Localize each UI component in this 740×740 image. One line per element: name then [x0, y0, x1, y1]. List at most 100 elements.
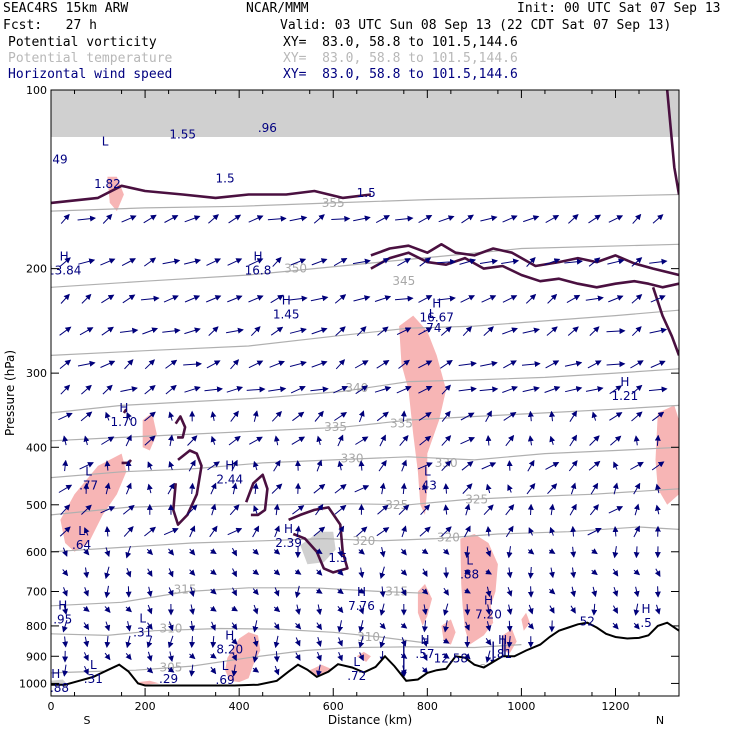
pv-contour: [51, 184, 372, 205]
wind-vector: [358, 604, 365, 615]
wind-vector: [77, 360, 96, 367]
wind-vector: [443, 548, 450, 555]
wind-vector: [421, 568, 428, 577]
extremum-label: H7.76: [348, 585, 375, 613]
wind-vector: [421, 620, 428, 633]
wind-vector: [313, 526, 326, 537]
extremum-letter: H: [620, 375, 629, 389]
extremum-label: H1.21: [612, 375, 639, 403]
wind-vector: [188, 459, 196, 472]
wind-vector: [485, 568, 492, 575]
wind-vector: [144, 359, 156, 370]
wind-vector: [418, 385, 433, 394]
wind-vector: [100, 360, 116, 368]
wind-vector: [269, 360, 285, 368]
wind-vector: [164, 215, 179, 223]
extremum-value: 1.70: [111, 415, 138, 429]
field-wind-name: Horizontal wind speed: [8, 67, 173, 82]
wind-vector: [335, 359, 346, 370]
wind-vector: [419, 526, 431, 537]
pv-shade-region: [51, 90, 679, 137]
theta-contour-310: [51, 627, 428, 644]
wind-vector: [104, 547, 111, 558]
y-tick-label: 900: [26, 650, 47, 663]
theta-label: 340: [345, 381, 368, 395]
wind-vector: [608, 215, 624, 223]
wind-vector: [335, 326, 346, 336]
wind-vector: [210, 588, 217, 595]
wind-vector: [252, 636, 259, 648]
wind-vector: [633, 622, 640, 630]
wind-vector: [630, 461, 644, 470]
wind-vector: [83, 587, 89, 597]
wind-vector: [333, 385, 349, 394]
extremum-letter: H: [432, 297, 441, 311]
wind-vector: [310, 386, 329, 393]
wind-vector: [501, 258, 520, 265]
wind-vector: [398, 504, 410, 515]
wind-vector: [104, 526, 111, 537]
wind-vector: [464, 569, 471, 576]
wind-vector: [544, 385, 561, 393]
wind-vector: [125, 652, 132, 661]
wind-vector: [377, 326, 389, 336]
wind-vector: [400, 622, 408, 629]
wind-vector: [612, 546, 619, 559]
wind-vector: [125, 545, 132, 559]
wind-vector: [464, 621, 470, 631]
wind-vector: [441, 410, 451, 422]
theta-label: 335: [390, 417, 413, 431]
wind-vector: [83, 527, 90, 536]
wind-vector: [273, 503, 280, 516]
wind-vector: [230, 410, 239, 422]
wind-vector: [480, 215, 498, 222]
wind-vector: [502, 215, 518, 223]
wind-vector: [168, 434, 174, 447]
wind-vector: [104, 621, 111, 632]
extremum-letter: H: [58, 599, 67, 613]
wind-vector: [144, 257, 157, 267]
forecast-hour: Fcst: 27 h: [3, 18, 97, 33]
wind-vector: [358, 410, 365, 423]
wind-vector: [606, 328, 626, 335]
theta-contour-350: [51, 243, 679, 288]
wind-vector: [606, 361, 626, 368]
wind-vector: [337, 434, 344, 447]
wind-vector: [188, 652, 196, 660]
wind-vector: [379, 586, 386, 598]
wind-vector: [420, 504, 431, 516]
wind-vector: [210, 411, 217, 422]
wind-vector: [121, 215, 137, 223]
wind-vector: [479, 386, 499, 393]
model-name: SEAC4RS 15km ARW: [3, 1, 129, 16]
wind-vector: [334, 483, 347, 494]
wind-vector: [331, 215, 351, 222]
wind-vector: [100, 258, 116, 266]
wind-vector: [458, 386, 477, 393]
wind-vector: [271, 410, 282, 422]
wind-vector: [633, 482, 641, 495]
extremum-label: H.57: [415, 633, 434, 661]
wind-vector: [314, 410, 324, 422]
wind-vector: [591, 411, 598, 421]
wind-vector: [395, 215, 414, 222]
wind-vector: [358, 460, 365, 471]
wind-vector: [354, 485, 370, 493]
wind-vector: [125, 568, 132, 578]
wind-vector: [585, 386, 604, 393]
extremum-label: 1.82: [94, 177, 121, 191]
wind-vector: [654, 568, 661, 577]
wind-vector: [507, 484, 513, 493]
wind-vector: [400, 482, 407, 495]
wind-vector: [273, 635, 280, 649]
wind-vector: [503, 412, 517, 421]
wind-vector: [589, 504, 599, 516]
wind-vector: [527, 586, 534, 598]
wind-vector: [443, 567, 450, 579]
wind-vector: [549, 410, 556, 422]
extremum-letter: L: [78, 524, 85, 538]
wind-vector: [655, 483, 661, 494]
wind-vector: [631, 326, 642, 337]
wind-vector: [144, 526, 156, 537]
extremum-value: .5: [640, 616, 651, 630]
